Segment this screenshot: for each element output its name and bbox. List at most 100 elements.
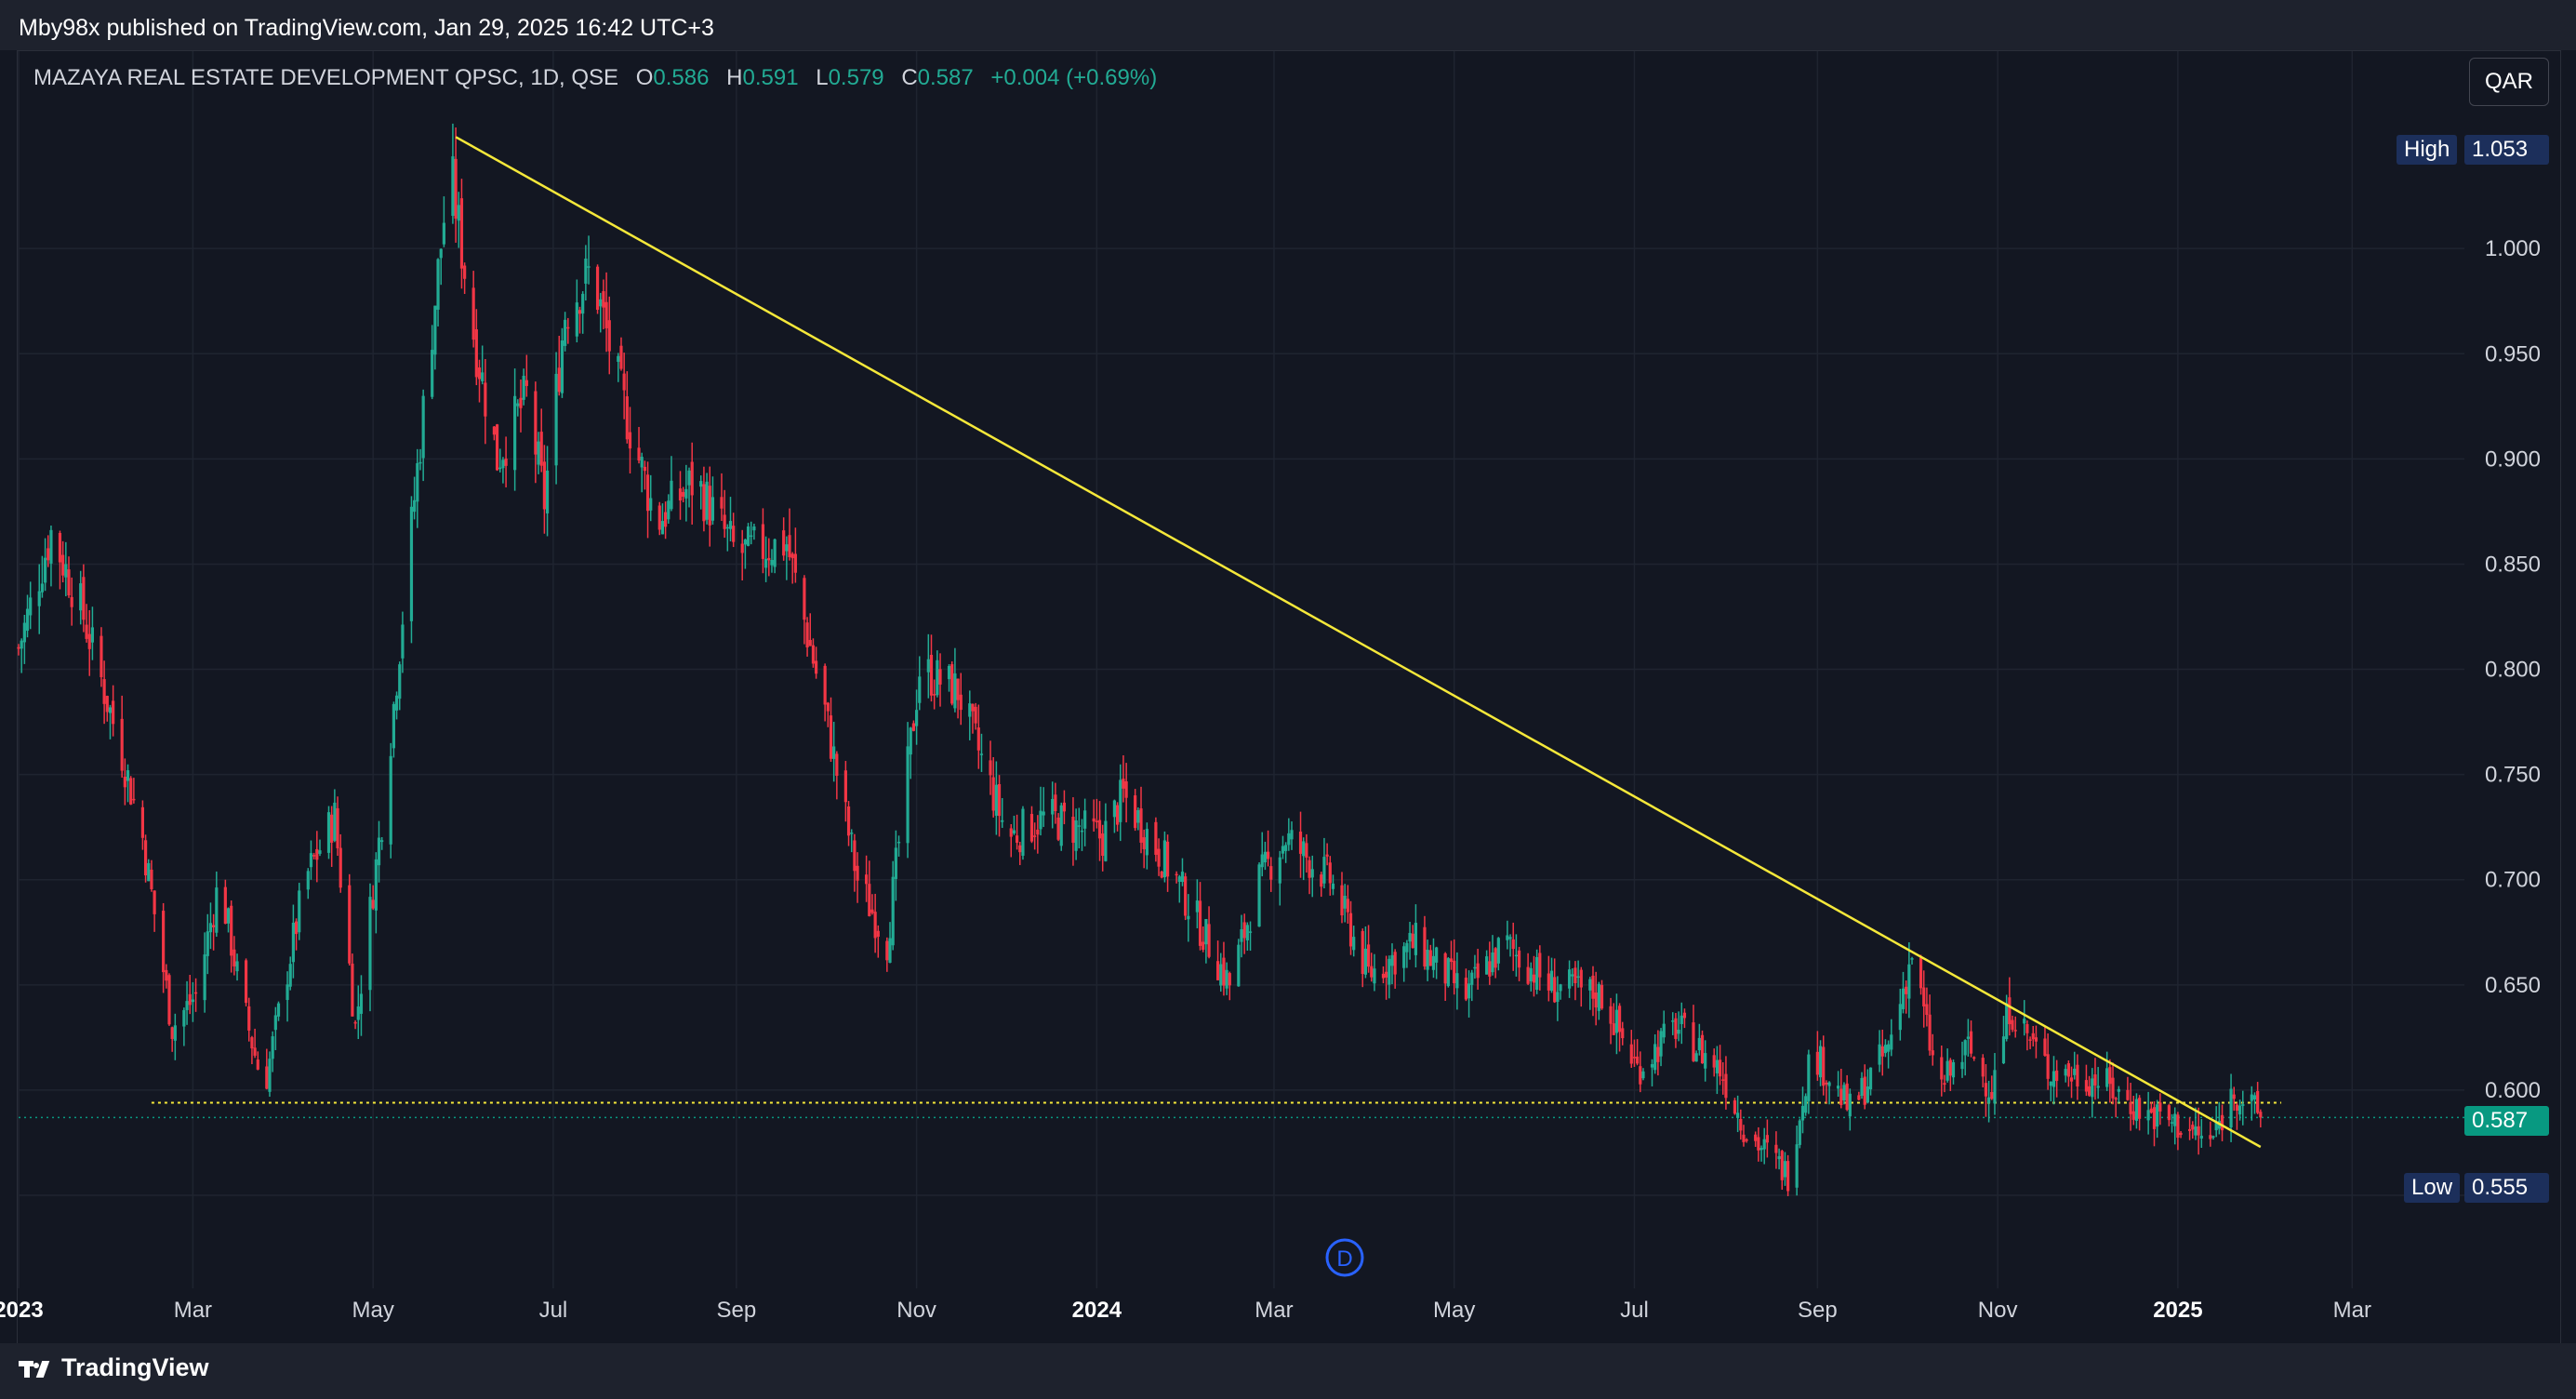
candle <box>1662 1010 1666 1044</box>
candle <box>147 859 151 882</box>
candle-body <box>793 553 797 573</box>
candle-body <box>2023 1019 2026 1024</box>
candle <box>1535 949 1539 994</box>
candle <box>1124 763 1128 823</box>
candle-body <box>1960 1061 1964 1070</box>
candle <box>457 192 460 248</box>
candle <box>1039 786 1042 836</box>
candle-body <box>1134 795 1137 829</box>
candle-body <box>1825 1082 1828 1085</box>
candle <box>1331 874 1335 896</box>
candle-body <box>1682 1012 1687 1019</box>
candle <box>1431 938 1436 979</box>
tradingview-brand[interactable]: TradingView <box>19 1353 209 1382</box>
candle-body <box>2229 1088 2233 1128</box>
candle-body <box>947 665 951 680</box>
candle <box>1724 1056 1728 1110</box>
candle-body <box>1204 919 1208 945</box>
candle-body <box>1414 923 1418 955</box>
candle-body <box>843 770 847 803</box>
candle-body <box>1553 977 1557 1003</box>
candle <box>501 457 505 484</box>
candle-body <box>764 558 768 568</box>
currency-button[interactable]: QAR <box>2469 58 2549 106</box>
candle <box>1428 944 1432 966</box>
candle <box>1257 862 1261 927</box>
candle-body <box>1284 845 1288 851</box>
candle-body <box>1532 974 1536 983</box>
candle-body <box>1260 854 1264 868</box>
candle <box>208 902 213 950</box>
candle-body <box>203 954 206 1001</box>
candle-body <box>557 367 561 393</box>
candle <box>359 975 364 1036</box>
candle-body <box>1621 1028 1625 1039</box>
candle-body <box>235 961 239 972</box>
candle <box>2028 1036 2032 1049</box>
candle-body <box>105 696 109 713</box>
candle <box>1260 832 1264 877</box>
candle-body <box>725 526 729 529</box>
candle <box>1281 835 1285 859</box>
candle <box>808 613 812 646</box>
candle-body <box>1305 843 1308 859</box>
candle-body <box>1576 976 1580 979</box>
candle-body <box>1600 984 1604 1009</box>
candle <box>100 627 103 687</box>
candle-body <box>2066 1063 2070 1077</box>
candle <box>2093 1058 2097 1100</box>
candle <box>256 1051 259 1071</box>
candle <box>1682 1008 1687 1029</box>
candle <box>752 524 756 540</box>
candle-body <box>1614 1009 1618 1033</box>
candle <box>1692 1005 1695 1062</box>
candle <box>1012 815 1016 835</box>
candle <box>232 936 236 976</box>
candle <box>868 860 871 917</box>
interval-marker[interactable]: D <box>1325 1238 1364 1277</box>
candle <box>150 859 153 892</box>
candle-body <box>333 802 337 841</box>
candle <box>1514 934 1518 977</box>
candle-body <box>732 526 736 542</box>
candle <box>377 820 381 883</box>
candle-body <box>1423 926 1427 966</box>
candle <box>1119 764 1122 842</box>
candle-body <box>2259 1112 2263 1118</box>
candle-body <box>1488 961 1492 977</box>
candle-body <box>2256 1090 2260 1113</box>
candle-body <box>2209 1135 2212 1139</box>
candle <box>746 523 750 547</box>
candle-body <box>1195 900 1199 913</box>
candle <box>223 879 227 925</box>
candle-body <box>1860 1077 1864 1097</box>
candle <box>702 466 706 532</box>
candle-body <box>929 654 934 696</box>
candle-body <box>223 886 227 925</box>
candle-body <box>1228 973 1231 986</box>
candle-body <box>173 1025 177 1041</box>
candle <box>25 594 30 638</box>
candle-body <box>2170 1122 2174 1124</box>
candle-body <box>439 248 443 259</box>
candle-body <box>705 481 709 520</box>
candle <box>2232 1086 2236 1112</box>
candle-body <box>165 969 168 981</box>
candle <box>1325 843 1329 866</box>
top-bar: Mby98x published on TradingView.com, Jan… <box>0 0 2576 50</box>
candle-body <box>1612 1023 1615 1035</box>
candle-body <box>1219 964 1223 986</box>
candle <box>554 352 558 485</box>
candle <box>956 678 960 719</box>
candle-body <box>720 497 724 509</box>
candle <box>1506 920 1509 950</box>
candle <box>2241 1090 2245 1126</box>
candle-body <box>61 554 65 576</box>
candle-body <box>1281 846 1285 854</box>
candle <box>1455 952 1459 1010</box>
candle <box>1594 971 1598 1026</box>
candle-body <box>1080 830 1084 833</box>
legend-open-value: 0.586 <box>653 65 710 90</box>
candle-body <box>431 350 434 397</box>
